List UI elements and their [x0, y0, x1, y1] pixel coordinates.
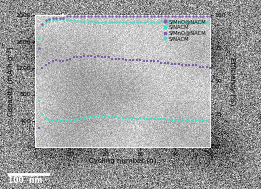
Text: 100  nm: 100 nm — [8, 176, 42, 185]
Y-axis label: Efficiency (%): Efficiency (%) — [229, 57, 235, 105]
Legend: S/MnO@NACM, S/NACM, S/MnO@NACM, S/NACM: S/MnO@NACM, S/NACM, S/MnO@NACM, S/NACM — [162, 18, 207, 42]
Y-axis label: Capacity (mA h g⁻¹): Capacity (mA h g⁻¹) — [7, 46, 14, 116]
X-axis label: Cycling number (n): Cycling number (n) — [89, 158, 156, 164]
